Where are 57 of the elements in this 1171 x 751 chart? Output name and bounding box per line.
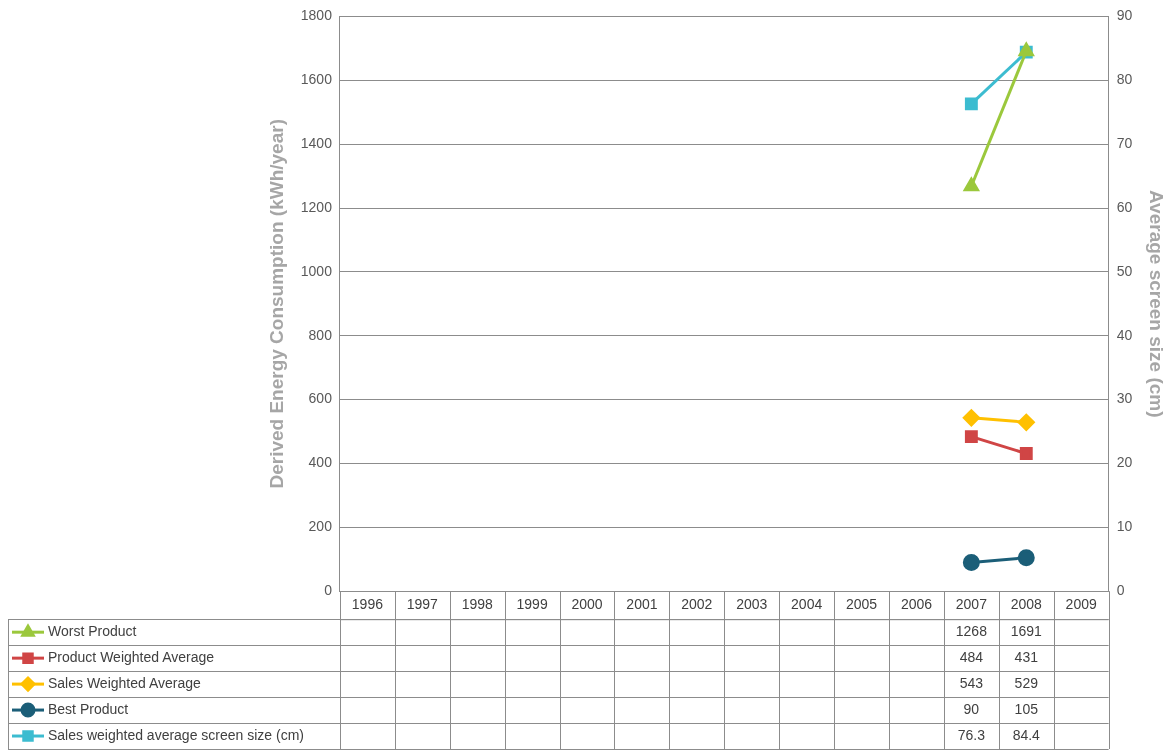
y-tick-label: 1600	[300, 71, 333, 88]
data-label: 84.4	[1012, 726, 1041, 743]
y2-tick-label: 10	[1116, 518, 1133, 535]
y-axis-title: Derived Energy Consumption (kWh/year)	[265, 119, 287, 489]
point	[962, 553, 980, 571]
legend-label: Sales Weighted Average	[48, 674, 202, 691]
x-tick-label: 2008	[1010, 596, 1043, 613]
y-tick-label: 1000	[300, 262, 333, 279]
x-tick-label: 1998	[461, 596, 493, 613]
y2-tick-label: 20	[1116, 454, 1133, 471]
x-tick-label: 2006	[900, 596, 933, 613]
y-tick-label: 1800	[300, 7, 333, 24]
y2-tick-label: 30	[1116, 390, 1133, 407]
legend-label: Best Product	[48, 700, 129, 717]
y2-tick-label: 90	[1116, 7, 1133, 24]
y2-tick-label: 40	[1116, 326, 1133, 343]
x-tick-label: 2009	[1065, 596, 1097, 613]
point	[1017, 549, 1035, 567]
x-tick-label: 1996	[351, 596, 384, 613]
x-tick-label: 2002	[681, 596, 713, 613]
x-tick-label: 2001	[626, 596, 658, 613]
point	[962, 409, 980, 427]
x-tick-label: 2003	[736, 596, 768, 613]
x-tick-label: 1997	[406, 596, 439, 613]
y-tick-label: 400	[308, 454, 333, 471]
point	[964, 430, 978, 444]
data-label: 431	[1014, 649, 1039, 665]
y2-tick-label: 70	[1116, 134, 1133, 151]
y-tick-label: 200	[308, 518, 333, 535]
y2-tick-label: 0	[1116, 582, 1125, 599]
legend-label: Worst Product	[48, 623, 137, 640]
x-tick-label: 2007	[955, 596, 988, 613]
y-tick-label: 0	[324, 582, 333, 599]
data-label: 529	[1014, 674, 1039, 691]
x-tick-label: 2004	[791, 596, 823, 613]
point	[1019, 447, 1033, 461]
legend-label: Product Weighted Average	[48, 649, 215, 665]
y2-axis-title: Average screen size (cm)	[1146, 190, 1168, 418]
y-tick-label: 1400	[300, 134, 333, 151]
data-label: 543	[959, 674, 984, 691]
x-tick-label: 2000	[571, 596, 603, 613]
data-label: 90	[963, 700, 980, 717]
y-tick-label: 800	[308, 326, 333, 343]
y2-tick-label: 80	[1116, 71, 1133, 88]
data-label: 484	[959, 649, 984, 665]
x-tick-label: 2005	[845, 596, 878, 613]
data-label: 105	[1014, 700, 1039, 717]
data-label: 1268	[955, 623, 988, 640]
point	[1017, 413, 1035, 431]
y2-tick-label: 60	[1116, 198, 1133, 215]
x-tick-label: 1999	[516, 596, 548, 613]
y2-tick-label: 50	[1116, 262, 1133, 279]
legend-label: Sales weighted average screen size (cm)	[48, 726, 305, 743]
data-label: 76.3	[957, 726, 986, 743]
data-label: 1691	[1010, 623, 1043, 640]
y-tick-label: 600	[308, 390, 333, 407]
y-tick-label: 1200	[300, 198, 333, 215]
